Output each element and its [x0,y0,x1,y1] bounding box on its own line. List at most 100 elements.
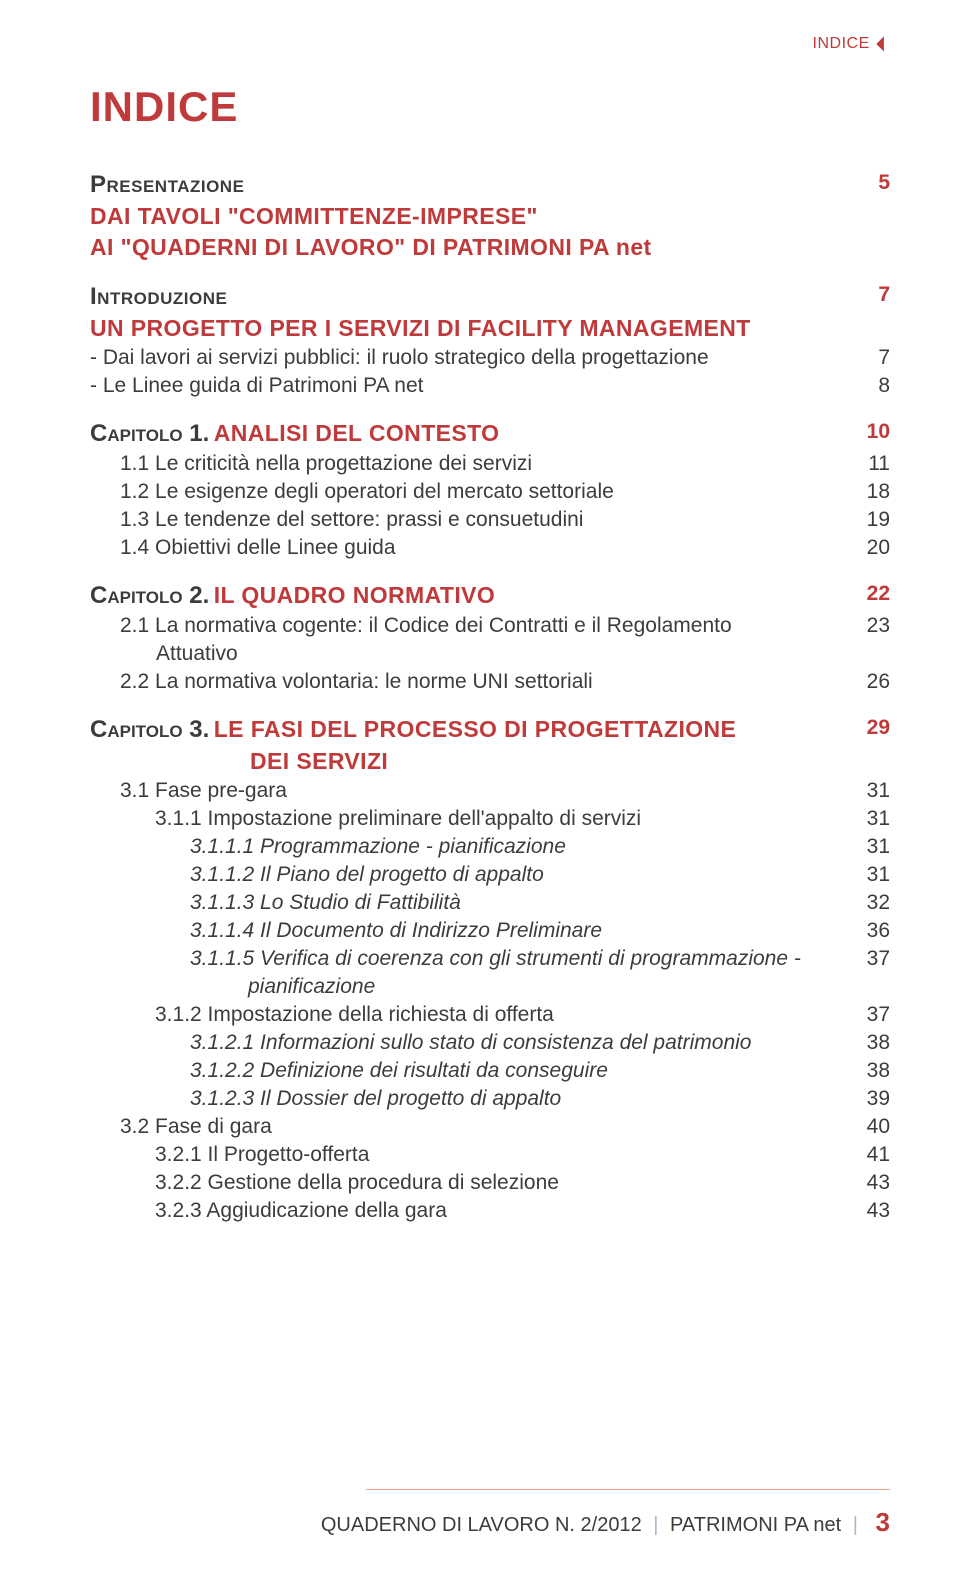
toc-text: 3.1.2 Impostazione della richiesta di of… [90,1003,844,1027]
toc-row: - Dai lavori ai servizi pubblici: il ruo… [90,346,890,370]
toc-text: 2.1 La normativa cogente: il Codice dei … [90,614,844,638]
toc-row: pianificazione [90,975,890,999]
toc-row: Attuativo [90,642,890,666]
toc-text: 3.1.1.3 Lo Studio di Fattibilità [90,891,844,915]
toc-container: Presentazione5DAI TAVOLI "COMMITTENZE-IM… [90,171,890,1223]
toc-row: 3.1.2.2 Definizione dei risultati da con… [90,1059,890,1083]
toc-row: DAI TAVOLI "COMMITTENZE-IMPRESE" [90,203,890,230]
toc-text: Capitolo 1. ANALISI DEL CONTESTO [90,420,844,448]
toc-text: 3.1.1.2 Il Piano del progetto di appalto [90,863,844,887]
toc-page: 41 [844,1143,890,1167]
toc-row: 3.2.3 Aggiudicazione della gara43 [90,1199,890,1223]
toc-row: 3.1.1.5 Verifica di coerenza con gli str… [90,947,890,971]
page-footer: QUADERNO DI LAVORO N. 2/2012 | PATRIMONI… [321,1507,890,1538]
toc-page: 18 [844,480,890,504]
toc-text: UN PROGETTO PER I SERVIZI DI FACILITY MA… [90,315,844,342]
footer-left: QUADERNO DI LAVORO N. 2/2012 [321,1514,642,1536]
toc-row: 3.1.1.1 Programmazione - pianificazione3… [90,835,890,859]
toc-text: 3.1.1.1 Programmazione - pianificazione [90,835,844,859]
toc-row: 3.2.2 Gestione della procedura di selezi… [90,1171,890,1195]
toc-row: 3.2 Fase di gara40 [90,1115,890,1139]
toc-text: 3.1.1.5 Verifica di coerenza con gli str… [90,947,844,971]
toc-page: 32 [844,891,890,915]
toc-text: 3.2.1 Il Progetto-offerta [90,1143,844,1167]
toc-text: Capitolo 2. IL QUADRO NORMATIVO [90,582,844,610]
toc-page: 8 [844,374,890,398]
toc-row: 1.3 Le tendenze del settore: prassi e co… [90,508,890,532]
footer-separator: | [653,1514,658,1536]
toc-page: 19 [844,508,890,532]
toc-page: 43 [844,1171,890,1195]
toc-row: 1.2 Le esigenze degli operatori del merc… [90,480,890,504]
toc-page: 43 [844,1199,890,1223]
toc-text: 3.1.2.3 Il Dossier del progetto di appal… [90,1087,844,1111]
toc-page: 37 [844,1003,890,1027]
toc-text: 3.1 Fase pre-gara [90,779,844,803]
toc-text: 1.2 Le esigenze degli operatori del merc… [90,480,844,504]
toc-text: 3.1.2.2 Definizione dei risultati da con… [90,1059,844,1083]
toc-page: 31 [844,779,890,803]
toc-page: 7 [844,346,890,370]
toc-text: 1.1 Le criticità nella progettazione dei… [90,452,844,476]
toc-text: DAI TAVOLI "COMMITTENZE-IMPRESE" [90,203,844,230]
toc-page: 39 [844,1087,890,1111]
toc-page: 10 [844,420,890,444]
toc-row: 3.1.2.3 Il Dossier del progetto di appal… [90,1087,890,1111]
toc-page: 29 [844,716,890,740]
toc-page: 31 [844,835,890,859]
header-marker-icon: ◣ [874,34,894,54]
toc-page: 36 [844,919,890,943]
toc-text: 2.2 La normativa volontaria: le norme UN… [90,670,844,694]
toc-page: 38 [844,1031,890,1055]
page-title: INDICE [90,83,890,131]
toc-page: 37 [844,947,890,971]
toc-row: 1.4 Obiettivi delle Linee guida20 [90,536,890,560]
footer-rule [366,1489,890,1490]
toc-text: 1.4 Obiettivi delle Linee guida [90,536,844,560]
toc-page: 7 [844,283,890,307]
toc-text: Attuativo [90,642,844,666]
footer-page-number: 3 [876,1507,890,1537]
toc-page: 23 [844,614,890,638]
toc-row: 1.1 Le criticità nella progettazione dei… [90,452,890,476]
toc-text: DEI SERVIZI [90,748,844,775]
toc-text: 1.3 Le tendenze del settore: prassi e co… [90,508,844,532]
toc-page: 38 [844,1059,890,1083]
toc-page: 11 [844,452,890,476]
toc-text: 3.1.2.1 Informazioni sullo stato di cons… [90,1031,844,1055]
toc-row: 3.1.1.3 Lo Studio di Fattibilità32 [90,891,890,915]
toc-row: 2.2 La normativa volontaria: le norme UN… [90,670,890,694]
toc-text: AI "QUADERNI DI LAVORO" DI PATRIMONI PA … [90,234,844,261]
header-label: INDICE [813,35,870,52]
toc-page: 31 [844,807,890,831]
toc-row: 2.1 La normativa cogente: il Codice dei … [90,614,890,638]
footer-separator-2: | [853,1514,858,1536]
toc-row: 3.1.1.4 Il Documento di Indirizzo Prelim… [90,919,890,943]
toc-row: 3.1.2 Impostazione della richiesta di of… [90,1003,890,1027]
toc-row: 3.2.1 Il Progetto-offerta41 [90,1143,890,1167]
toc-text: - Dai lavori ai servizi pubblici: il ruo… [90,346,844,370]
toc-page: 26 [844,670,890,694]
toc-row: Introduzione7 [90,283,890,311]
toc-row: 3.1.1 Impostazione preliminare dell'appa… [90,807,890,831]
toc-text: 3.1.1 Impostazione preliminare dell'appa… [90,807,844,831]
toc-text: Presentazione [90,171,844,199]
toc-row: Presentazione5 [90,171,890,199]
toc-text: 3.2.3 Aggiudicazione della gara [90,1199,844,1223]
toc-text: - Le Linee guida di Patrimoni PA net [90,374,844,398]
toc-page: 20 [844,536,890,560]
toc-row: 3.1.2.1 Informazioni sullo stato di cons… [90,1031,890,1055]
toc-text: pianificazione [90,975,844,999]
toc-page: 22 [844,582,890,606]
toc-text: 3.2.2 Gestione della procedura di selezi… [90,1171,844,1195]
toc-row: AI "QUADERNI DI LAVORO" DI PATRIMONI PA … [90,234,890,261]
toc-row: Capitolo 1. ANALISI DEL CONTESTO10 [90,420,890,448]
toc-text: 3.2 Fase di gara [90,1115,844,1139]
toc-row: 3.1.1.2 Il Piano del progetto di appalto… [90,863,890,887]
toc-row: UN PROGETTO PER I SERVIZI DI FACILITY MA… [90,315,890,342]
toc-page: 5 [844,171,890,195]
toc-row: Capitolo 3. LE FASI DEL PROCESSO DI PROG… [90,716,890,744]
toc-page: 31 [844,863,890,887]
toc-row: Capitolo 2. IL QUADRO NORMATIVO22 [90,582,890,610]
toc-text: 3.1.1.4 Il Documento di Indirizzo Prelim… [90,919,844,943]
